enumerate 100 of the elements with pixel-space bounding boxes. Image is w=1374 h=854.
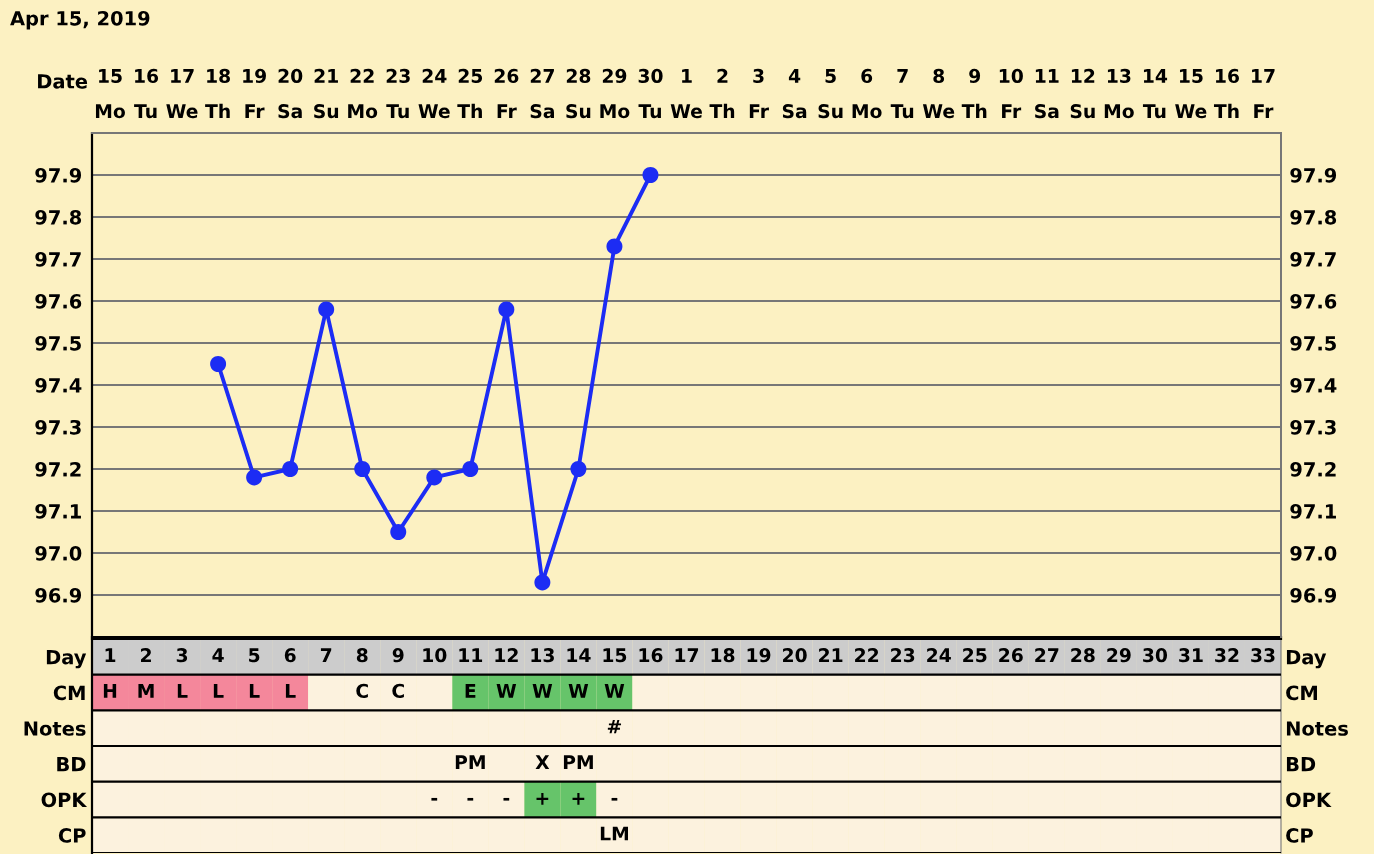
point (210, 356, 227, 372)
text: - (503, 797, 510, 801)
text: + (572, 792, 585, 805)
x-tick-label: 30 Tu (638, 68, 663, 119)
y-tick-label: 96.9 (35, 587, 82, 603)
y-tick-label: 97.5 (35, 335, 81, 351)
x-tick-label: 29 Mo (600, 68, 630, 119)
x-tick-label: 21 Su (314, 68, 339, 119)
x-tick-label: 5 (249, 648, 260, 663)
x-tick-label: 5 Su (818, 69, 843, 119)
y-tick-label: 97.2 (35, 461, 81, 477)
point (534, 574, 551, 591)
x-tick-label: 1 (105, 648, 116, 663)
x-tick-label: 2 Th (709, 68, 735, 118)
x-tick-label: 17 (675, 648, 699, 663)
x-tick-label: 9 (392, 648, 404, 663)
x-tick-label: 20 Sa (278, 68, 303, 119)
text: L (249, 684, 260, 698)
x-tick-label: 33 (1251, 648, 1275, 663)
point (390, 524, 407, 540)
y-tick-label: CP (1286, 828, 1313, 843)
x-tick-label: 15 We (1175, 69, 1207, 119)
x-tick-label: 27 Sa (530, 68, 554, 119)
x-tick-label: 16 Th (1213, 68, 1239, 118)
y-tick-label: 97.0 (35, 545, 82, 561)
text: H (103, 684, 117, 698)
x-tick-label: 14 Tu (1142, 69, 1168, 119)
y-tick-label: 97.3 (35, 419, 81, 435)
x-tick-label: 22 Mo (348, 68, 378, 119)
chart-title: Apr 15, 2019 (10, 10, 150, 30)
x-tick-label: 10 (423, 648, 447, 663)
text: PM (455, 755, 485, 770)
y-tick-label: Day (1286, 649, 1327, 669)
x-tick-label: 29 (1107, 648, 1131, 663)
x-tick-label: 10 Fr (999, 68, 1023, 118)
text: W (604, 684, 625, 698)
text: PM (563, 755, 593, 770)
x-tick-label: 26 (999, 648, 1023, 663)
x-tick-label: 14 (567, 648, 591, 663)
text: X (535, 755, 550, 770)
y-tick-label: 97.9 (35, 167, 82, 183)
x-tick-label: 16 Tu (134, 68, 159, 119)
text: W (568, 684, 589, 698)
text: M (138, 684, 154, 698)
text: W (532, 684, 553, 698)
x-tick-label: 1 We (670, 69, 702, 119)
x-tick-label: 23 Tu (386, 68, 410, 119)
x-tick-label: 6 Mo (852, 68, 882, 119)
text: + (536, 792, 549, 805)
text: E (465, 684, 476, 698)
x-tick-label: 9 Th (961, 68, 987, 118)
x-tick-label: 21 (819, 648, 843, 663)
x-tick-label: 27 (1035, 648, 1059, 663)
x-tick-label: 30 (1143, 648, 1168, 663)
x-tick-label: 28 (1071, 648, 1095, 663)
x-tick-label: 25 (963, 648, 987, 663)
text: - (467, 797, 474, 801)
x-axis-title: Date (38, 74, 88, 89)
y-tick-label: Notes (1286, 721, 1348, 736)
y-tick-label: 97.6 (35, 293, 82, 309)
x-tick-label: 13 Mo (1104, 68, 1134, 119)
point (246, 469, 263, 486)
point (462, 461, 479, 477)
x-tick-label: 13 (531, 648, 554, 663)
point (318, 301, 335, 318)
point (606, 238, 623, 255)
point (498, 301, 515, 318)
text: C (356, 683, 368, 698)
x-tick-label: 4 Sa (782, 69, 807, 119)
point (642, 167, 659, 183)
x-tick-label: 11 (459, 648, 483, 663)
x-tick-label: 17 Fr (1252, 69, 1275, 118)
x-tick-label: 23 (891, 648, 915, 663)
y-tick-label: CM (1286, 685, 1317, 701)
y-tick-label: 97.7 (35, 251, 81, 267)
y-tick-label: 97.8 (35, 209, 82, 225)
x-tick-label: 26 Fr (494, 68, 519, 118)
text: L (177, 684, 188, 698)
x-tick-label: 17 We (166, 69, 198, 119)
x-tick-label: 8 (356, 648, 368, 663)
x-tick-label: 12 Su (1070, 68, 1095, 119)
y-tick-label: BD (1286, 757, 1316, 772)
x-tick-label: 31 (1179, 648, 1203, 663)
x-tick-label: 6 (284, 648, 296, 663)
x-tick-label: 19 (747, 648, 771, 663)
x-tick-label: 24 We (418, 68, 450, 119)
point (570, 461, 587, 477)
x-tick-label: 11 Sa (1035, 69, 1059, 119)
x-tick-label: 19 Fr (243, 68, 266, 118)
x-tick-label: 3 Fr (749, 68, 769, 118)
point (282, 461, 299, 477)
text: LM (600, 826, 629, 841)
x-tick-label: 16 (639, 648, 663, 663)
point (426, 469, 443, 486)
x-tick-label: 7 (320, 648, 332, 663)
y-tick-label: OPK (1286, 792, 1332, 808)
x-tick-label: 22 (855, 648, 879, 663)
y-tick-label: 97.4 (35, 377, 82, 393)
text: - (431, 797, 438, 801)
x-tick-label: 20 (783, 648, 807, 663)
